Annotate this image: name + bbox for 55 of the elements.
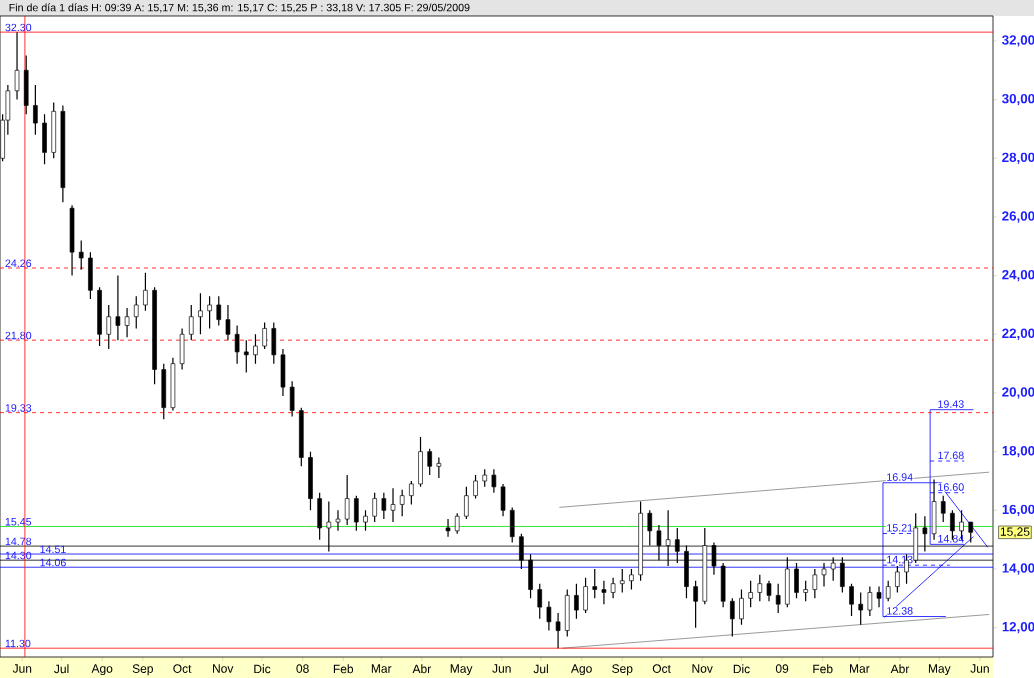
annotation: 16.60 [938, 483, 964, 491]
x-tick-label: Dic [733, 664, 750, 674]
annotation: 15.21 [887, 524, 913, 532]
x-tick-label: Feb [813, 664, 833, 674]
x-tick-label: Oct [173, 664, 192, 673]
ref-line-label: 14.78 [5, 537, 32, 546]
x-tick-label: May [928, 664, 951, 676]
ref-line-label: 24.26 [5, 259, 32, 268]
x-tick-label: Ago [571, 664, 592, 676]
x-tick-label: Abr [412, 664, 431, 674]
annotation: 16.94 [887, 473, 913, 481]
annotation: 14.84 [938, 534, 964, 543]
x-tick-label: Nov [692, 664, 713, 673]
text: 15,25 [1000, 527, 1030, 538]
y-tick-label: 24,00 [1002, 269, 1034, 282]
y-tick-label: 32,00 [1002, 35, 1034, 47]
annotation: 17.68 [938, 451, 964, 460]
x-tick-label: Mar [850, 664, 870, 673]
x-tick-label: Abr [890, 664, 910, 674]
x-tick-label: Jul [54, 664, 69, 674]
ref-line-label: 11.30 [5, 639, 31, 648]
x-tick-label: Ago [91, 664, 113, 676]
y-tick-label: 14,00 [1002, 563, 1034, 575]
x-tick-label: Jun [970, 664, 989, 673]
y-tick-label: 20,00 [1002, 387, 1034, 399]
ref-line-label: 14.51 [40, 545, 66, 554]
x-tick-label: 08 [296, 664, 309, 673]
x-tick-label: May [450, 664, 473, 676]
x-tick-label: Feb [333, 664, 354, 674]
x-tick-label: Jun [492, 664, 511, 673]
y-tick-label: 30,00 [1002, 93, 1034, 106]
y-tick-label: 12,00 [1002, 621, 1034, 634]
ref-line-label: 19.33 [5, 404, 32, 412]
y-tick-label: 28,00 [1002, 152, 1034, 164]
x-tick-label: Sep [612, 664, 633, 676]
chart-title: Fin de día 1 días H: 09:39 A: 15,17 M: 15,36 m: 15,17 C: 15,25 P : 33,18 V: 17.305 F: 29/05/2009 [9, 3, 470, 13]
annotation: 12.38 [887, 607, 913, 615]
x-tick-label: Jul [533, 664, 548, 674]
y-tick-label: 26,00 [1002, 211, 1034, 223]
x-tick-label: Mar [371, 664, 392, 673]
x-tick-label: 09 [775, 664, 789, 673]
y-tick-label: 16,00 [1002, 504, 1034, 517]
y-tick-label: 22,00 [1002, 328, 1034, 340]
x-tick-label: Jun [12, 664, 32, 673]
ref-line-label: 14.30 [5, 551, 32, 560]
x-tick-label: Oct [652, 664, 671, 673]
ref-line-label: 14.06 [40, 558, 66, 567]
annotation: 19.43 [938, 400, 964, 408]
y-tick-label: 18,00 [1002, 445, 1034, 458]
x-tick-label: Nov [213, 664, 234, 673]
ref-line-label: 21.80 [5, 331, 32, 340]
x-tick-label: Dic [254, 664, 271, 674]
x-tick-label: Sep [132, 664, 153, 676]
ref-line-label: 15.45 [5, 518, 32, 526]
ref-line-label: 32.30 [5, 23, 32, 32]
